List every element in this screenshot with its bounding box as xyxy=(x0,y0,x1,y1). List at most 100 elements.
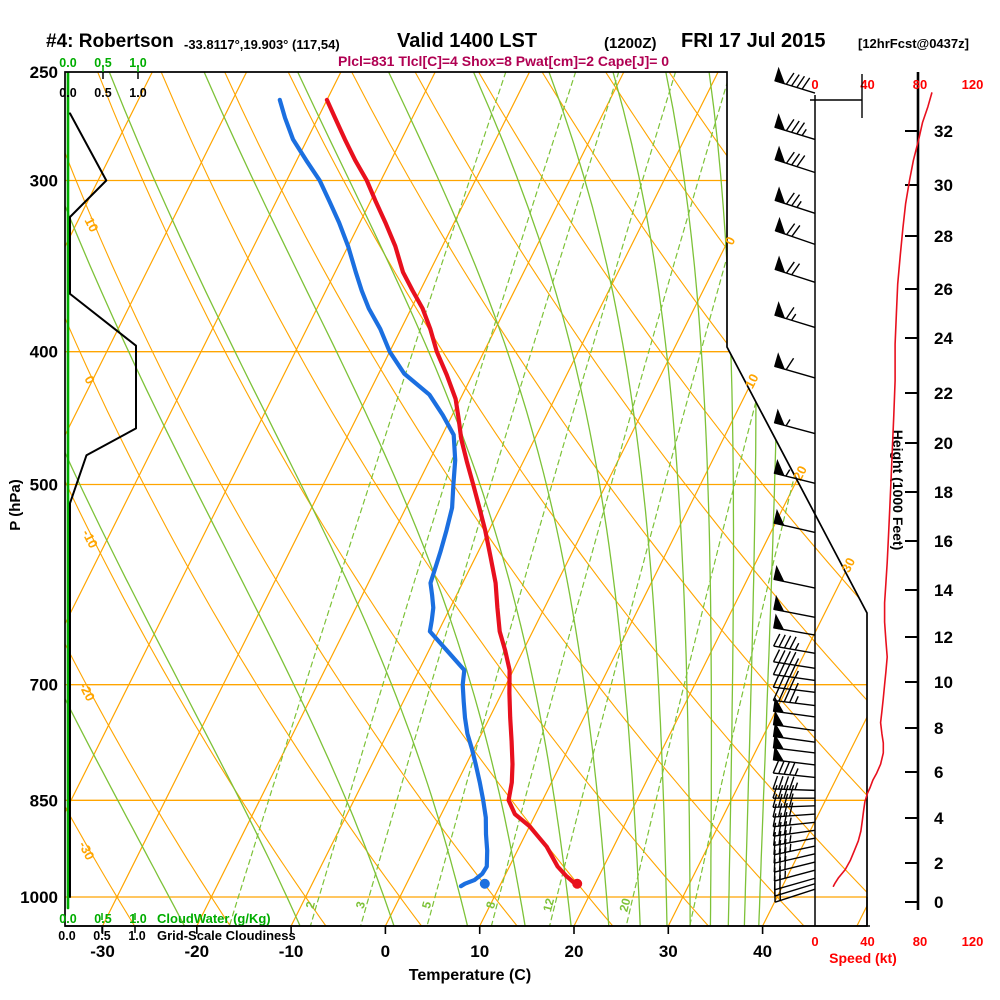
svg-text:80: 80 xyxy=(913,934,927,949)
axis-labels: 250 300 400 500 700 850 1000 P (hPa) -30 -20 -10 0 1… xyxy=(7,56,772,984)
surface-temperature-dot xyxy=(572,878,583,889)
svg-text:20: 20 xyxy=(565,942,584,961)
svg-text:120: 120 xyxy=(962,934,984,949)
valid-date: FRI 17 Jul 2015 xyxy=(681,30,826,52)
svg-text:10: 10 xyxy=(470,942,489,961)
svg-text:12: 12 xyxy=(934,628,953,647)
svg-text:16: 16 xyxy=(934,532,953,551)
wind-barb xyxy=(772,674,816,694)
svg-text:8: 8 xyxy=(483,900,498,910)
station-title: #4: Robertson xyxy=(46,31,174,52)
svg-text:300: 300 xyxy=(30,171,58,190)
wind-barb xyxy=(772,793,816,809)
svg-text:-10: -10 xyxy=(279,942,304,961)
wind-barb xyxy=(772,696,816,718)
wind-barb xyxy=(773,458,816,484)
svg-text:0.5: 0.5 xyxy=(94,56,111,70)
cloud-profiles xyxy=(66,72,137,910)
wind-barb xyxy=(774,113,816,141)
wind-barb xyxy=(774,888,816,903)
svg-text:400: 400 xyxy=(30,343,58,362)
wind-barb xyxy=(772,745,816,766)
sounding-curves xyxy=(277,97,579,889)
svg-text:0: 0 xyxy=(381,942,390,961)
svg-text:4: 4 xyxy=(934,809,944,828)
svg-text:0.5: 0.5 xyxy=(94,86,111,100)
wind-barb xyxy=(773,508,816,534)
svg-text:12: 12 xyxy=(540,896,557,913)
svg-text:6: 6 xyxy=(934,763,943,782)
svg-text:10: 10 xyxy=(934,673,953,692)
svg-text:700: 700 xyxy=(30,676,58,695)
grid-lines xyxy=(65,72,867,926)
svg-text:3: 3 xyxy=(353,900,368,910)
svg-text:-30: -30 xyxy=(90,942,115,961)
svg-text:1.0: 1.0 xyxy=(129,86,146,100)
svg-text:-20: -20 xyxy=(185,942,210,961)
wind-barb xyxy=(772,821,816,837)
svg-text:22: 22 xyxy=(934,384,953,403)
svg-text:1.0: 1.0 xyxy=(129,56,146,70)
wind-barb xyxy=(772,733,816,754)
isobar-lines xyxy=(65,179,867,898)
svg-text:14: 14 xyxy=(934,581,953,600)
svg-text:250: 250 xyxy=(30,63,58,82)
wind-barb xyxy=(773,594,816,618)
wind-barb xyxy=(774,145,816,174)
svg-text:8: 8 xyxy=(934,719,943,738)
surface-dots xyxy=(479,878,583,889)
svg-text:5: 5 xyxy=(419,900,434,910)
svg-text:20: 20 xyxy=(934,434,953,453)
forecast-tag: [12hrFcst@0437z] xyxy=(858,36,969,51)
surface-dewpoint-dot xyxy=(479,878,490,889)
svg-text:Height (1000 Feet): Height (1000 Feet) xyxy=(890,430,906,551)
svg-text:0.0: 0.0 xyxy=(59,56,76,70)
svg-text:1.0: 1.0 xyxy=(128,929,145,943)
wind-barb xyxy=(773,408,816,435)
temperature-curve xyxy=(324,97,579,888)
svg-text:0: 0 xyxy=(934,893,943,912)
svg-text:0: 0 xyxy=(811,77,818,92)
wind-barb xyxy=(774,216,816,246)
wind-barb xyxy=(774,186,816,214)
svg-text:850: 850 xyxy=(30,791,58,810)
svg-text:1.0: 1.0 xyxy=(129,912,146,926)
wind-barb xyxy=(774,352,816,379)
svg-text:30: 30 xyxy=(838,555,858,575)
wind-barb xyxy=(772,710,816,732)
wind-barb xyxy=(773,633,816,654)
wind-barb xyxy=(773,565,816,589)
svg-text:40: 40 xyxy=(753,942,772,961)
svg-text:1000: 1000 xyxy=(20,888,58,907)
wind-barb xyxy=(772,775,816,792)
wind-barb xyxy=(772,687,816,707)
svg-text:0.5: 0.5 xyxy=(94,912,111,926)
svg-text:P (hPa): P (hPa) xyxy=(7,479,24,530)
svg-text:26: 26 xyxy=(934,280,953,299)
svg-text:32: 32 xyxy=(934,122,953,141)
wind-barbs xyxy=(772,66,816,926)
stability-stats-line: Plcl=831 Tlcl[C]=4 Shox=8 Pwat[cm]=2 Cap… xyxy=(338,53,670,69)
svg-text:Grid-Scale Cloudiness: Grid-Scale Cloudiness xyxy=(157,928,296,943)
svg-text:0.0: 0.0 xyxy=(59,912,76,926)
svg-text:30: 30 xyxy=(659,942,678,961)
svg-text:0.0: 0.0 xyxy=(58,929,75,943)
svg-text:10: 10 xyxy=(82,215,102,235)
svg-text:500: 500 xyxy=(30,475,58,494)
svg-text:0.0: 0.0 xyxy=(59,86,76,100)
wind-barb xyxy=(773,613,816,636)
wind-barb xyxy=(772,649,816,670)
svg-text:2: 2 xyxy=(303,900,318,910)
svg-text:120: 120 xyxy=(962,77,984,92)
svg-text:20: 20 xyxy=(617,896,634,913)
valid-time: Valid 1400 LST xyxy=(397,30,538,52)
wind-barb xyxy=(772,721,816,743)
svg-text:40: 40 xyxy=(860,934,874,949)
zulu-time: (1200Z) xyxy=(604,35,657,52)
wind-barb xyxy=(774,66,816,94)
svg-text:24: 24 xyxy=(934,329,953,348)
